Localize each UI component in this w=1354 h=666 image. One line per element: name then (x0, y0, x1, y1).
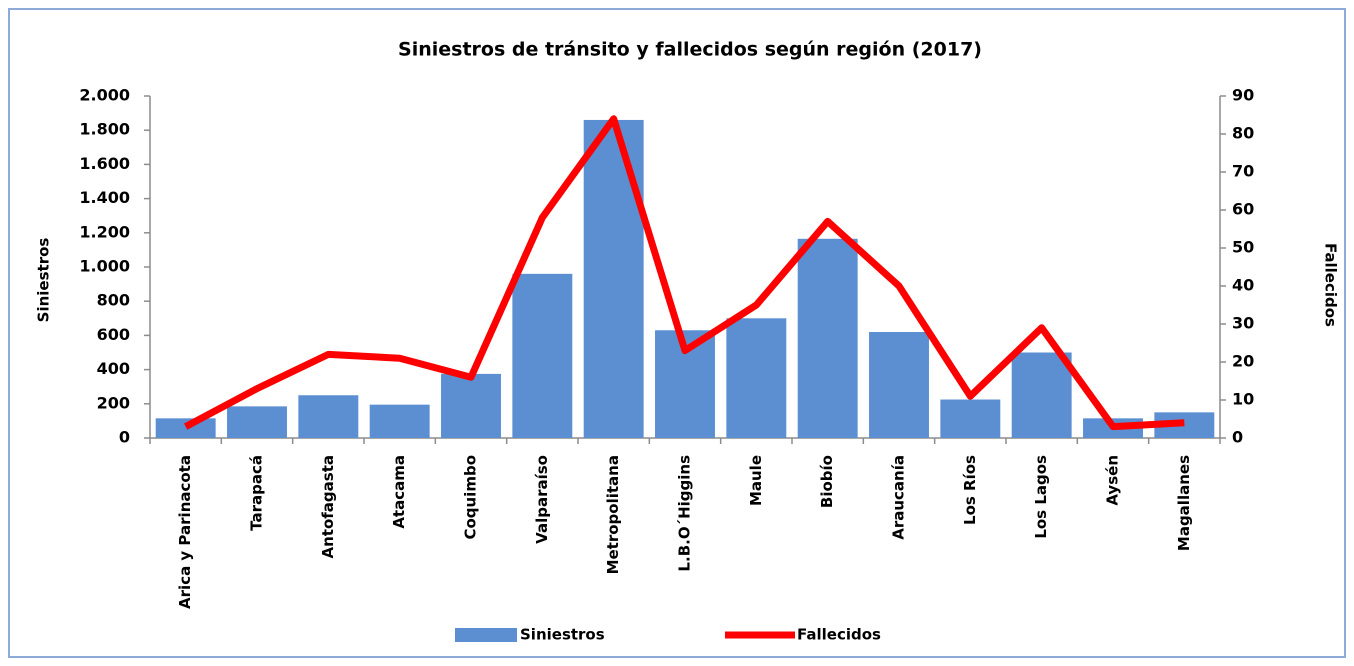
y2-axis-label: Fallecidos (1322, 243, 1340, 327)
x-tick-label: Atacama (390, 455, 408, 529)
bar (869, 331, 929, 438)
y2-tick-label: 10 (1232, 390, 1254, 409)
y-tick-label: 1.800 (79, 120, 130, 139)
y-tick-label: 1.600 (79, 154, 130, 173)
bar (155, 418, 216, 438)
x-tick-label: Aysén (1104, 455, 1122, 506)
chart-title: Siniestros de tránsito y fallecidos segú… (398, 39, 982, 61)
line (184, 115, 1185, 431)
y2-tick-label: 30 (1232, 314, 1254, 333)
y2-tick-label: 50 (1232, 238, 1254, 257)
y2-tick-label: 40 (1232, 276, 1254, 295)
legend-label: Siniestros (520, 626, 605, 644)
x-tick-label: Tarapacá (248, 455, 266, 531)
legend-swatch (455, 628, 517, 642)
y2-tick-label: 0 (1232, 428, 1243, 447)
y-tick-label: 0 (119, 428, 130, 447)
bar (298, 395, 359, 438)
x-tick-label: Los Ríos (961, 455, 979, 525)
x-tick-label: L.B.O´Higgins (676, 455, 694, 572)
y-tick-label: 200 (97, 393, 130, 412)
y-tick-label: 1.000 (79, 257, 130, 276)
x-tick-label: Maule (747, 455, 765, 506)
bar (726, 318, 787, 438)
y-tick-label: 1.200 (79, 222, 130, 241)
x-tick-label: Magallanes (1175, 455, 1193, 551)
x-tick-label: Metropolitana (604, 455, 622, 574)
x-tick-label: Araucanía (890, 455, 908, 540)
bar (369, 404, 430, 438)
x-tick-label: Biobío (818, 455, 836, 508)
x-tick-label: Arica y Parinacota (176, 455, 194, 609)
bar (1011, 352, 1072, 438)
bar (797, 238, 858, 438)
x-tick-label: Coquimbo (462, 455, 480, 540)
bar (583, 119, 644, 438)
y-tick-label: 400 (97, 359, 130, 378)
bar (441, 373, 501, 438)
y-tick-label: 600 (97, 325, 130, 344)
y-axis-label: Siniestros (35, 238, 53, 323)
y2-tick-label: 60 (1232, 200, 1254, 219)
x-tick-label: Los Lagos (1032, 455, 1050, 539)
y-tick-label: 2.000 (79, 86, 130, 105)
x-tick-label: Antofagasta (319, 455, 337, 559)
bar (512, 273, 573, 438)
y-tick-label: 1.400 (79, 188, 130, 207)
y2-tick-label: 80 (1232, 124, 1254, 143)
y2-tick-label: 70 (1232, 162, 1254, 181)
bar (940, 399, 1001, 438)
bar (227, 406, 287, 438)
y2-tick-label: 90 (1232, 86, 1254, 105)
y-tick-label: 800 (97, 291, 130, 310)
y2-tick-label: 20 (1232, 352, 1254, 371)
x-tick-label: Valparaíso (533, 455, 551, 544)
legend-label: Fallecidos (797, 626, 881, 644)
